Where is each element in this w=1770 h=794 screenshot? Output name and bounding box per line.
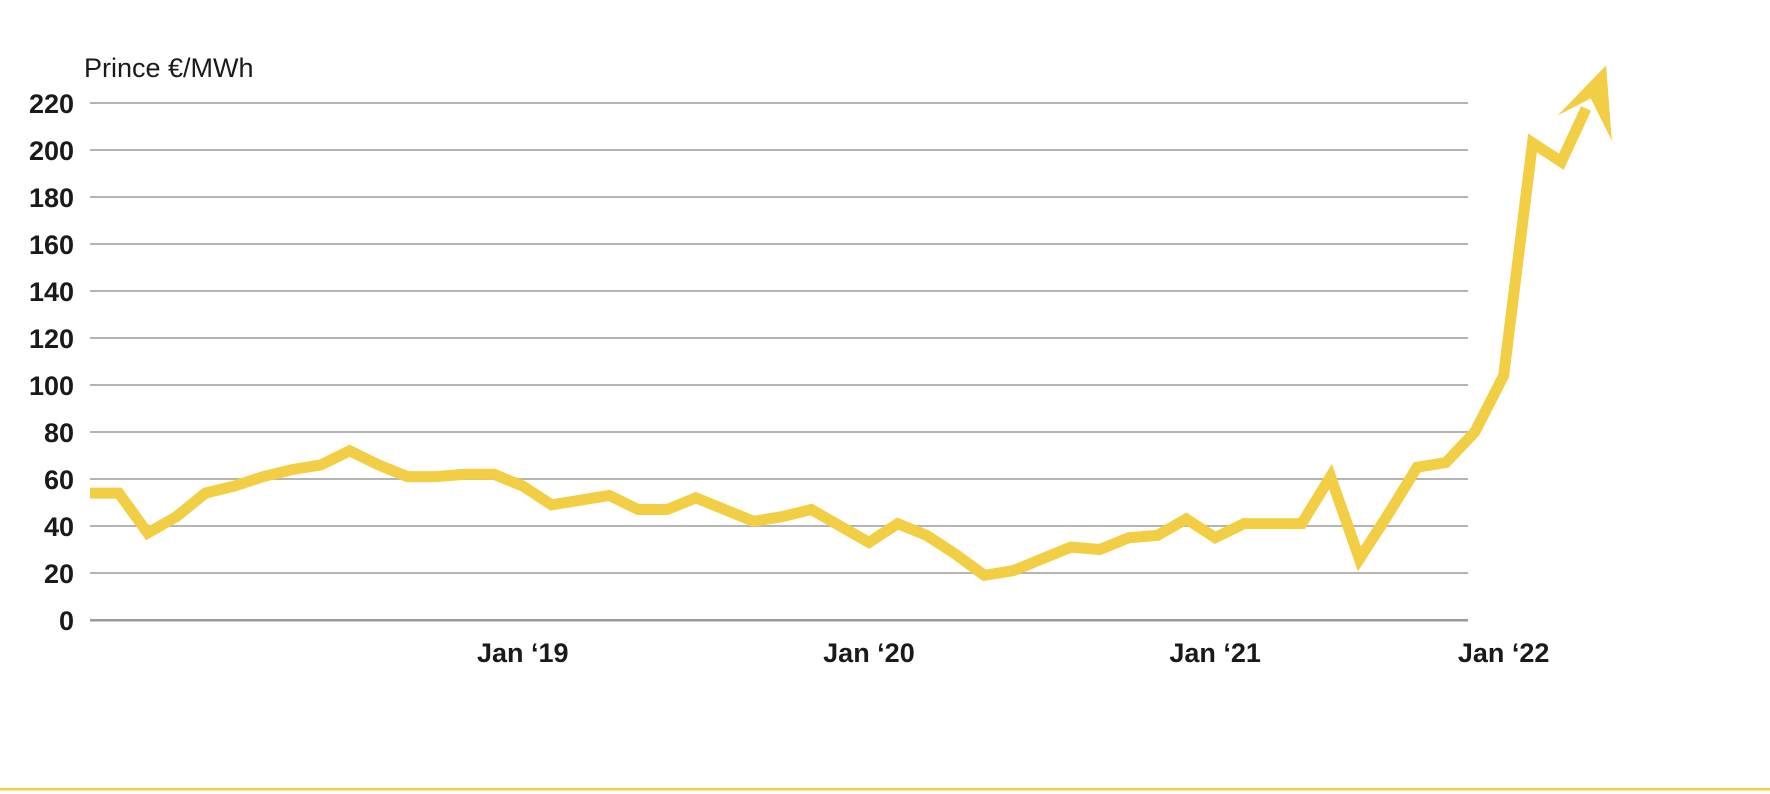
y-axis-tick-label: 20 — [44, 559, 74, 589]
y-axis-tick-label: 120 — [29, 324, 74, 354]
price-series-line — [90, 106, 1592, 582]
y-axis-tick-label: 220 — [29, 89, 74, 119]
y-axis-tick-label: 80 — [44, 418, 74, 448]
gridlines — [90, 102, 1468, 622]
y-axis-tick-label: 40 — [44, 512, 74, 542]
y-axis-tick-labels: 0 20 40 60 80 100 120 140 160 180 200 220 — [29, 89, 74, 636]
x-axis-tick-label: Jan ‘22 — [1458, 638, 1550, 668]
y-axis-tick-label: 100 — [29, 371, 74, 401]
y-axis-tick-label: 0 — [59, 606, 74, 636]
y-axis-tick-label: 140 — [29, 277, 74, 307]
x-axis-tick-label: Jan ‘21 — [1169, 638, 1261, 668]
x-axis-tick-label: Jan ‘19 — [477, 638, 569, 668]
y-axis-tick-label: 160 — [29, 230, 74, 260]
x-axis-tick-label: Jan ‘20 — [823, 638, 915, 668]
x-axis-tick-labels: Jan ‘19 Jan ‘20 Jan ‘21 Jan ‘22 — [477, 638, 1549, 668]
y-axis-tick-label: 200 — [29, 136, 74, 166]
y-axis-tick-label: 180 — [29, 183, 74, 213]
y-axis-tick-label: 60 — [44, 465, 74, 495]
trend-arrowhead-icon — [1557, 65, 1612, 141]
y-axis-title: Prince €/MWh — [84, 53, 254, 83]
